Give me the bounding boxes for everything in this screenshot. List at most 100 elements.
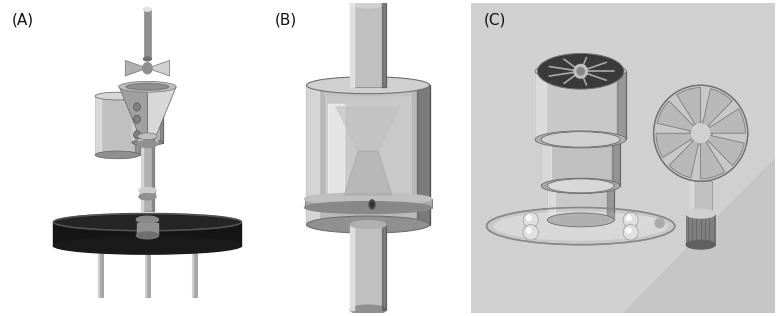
Polygon shape [669, 133, 700, 178]
Ellipse shape [136, 216, 158, 223]
Ellipse shape [351, 0, 386, 8]
Polygon shape [147, 60, 170, 76]
Ellipse shape [351, 305, 386, 314]
Bar [145, 249, 146, 297]
Bar [382, 225, 386, 310]
Bar [541, 139, 620, 186]
Ellipse shape [486, 208, 675, 245]
Text: (B): (B) [275, 12, 297, 27]
Bar [136, 96, 139, 155]
Ellipse shape [139, 134, 156, 139]
Ellipse shape [541, 178, 620, 194]
Ellipse shape [132, 105, 163, 112]
Ellipse shape [95, 92, 139, 100]
Bar [541, 139, 551, 186]
Bar [351, 3, 386, 87]
Circle shape [689, 121, 713, 145]
Polygon shape [337, 107, 400, 151]
Circle shape [143, 63, 152, 74]
Bar [617, 71, 626, 139]
Ellipse shape [143, 8, 151, 11]
Bar [98, 249, 99, 297]
Ellipse shape [494, 212, 668, 240]
Polygon shape [657, 101, 700, 133]
Bar [139, 189, 155, 197]
Bar [686, 214, 715, 245]
Circle shape [692, 124, 710, 143]
Bar [132, 108, 163, 143]
Ellipse shape [305, 193, 432, 205]
Ellipse shape [306, 216, 430, 233]
Ellipse shape [306, 77, 430, 94]
Bar [608, 186, 614, 220]
Ellipse shape [324, 89, 412, 100]
Circle shape [371, 202, 374, 207]
Circle shape [133, 115, 140, 123]
Bar [143, 9, 151, 59]
Polygon shape [700, 133, 744, 166]
Bar [152, 138, 154, 211]
Circle shape [523, 212, 538, 228]
Bar [141, 138, 154, 211]
Polygon shape [118, 87, 147, 136]
Circle shape [527, 228, 531, 233]
Bar [192, 249, 197, 297]
Ellipse shape [686, 240, 715, 249]
Bar [324, 94, 412, 208]
Ellipse shape [54, 237, 241, 254]
Circle shape [626, 228, 631, 233]
Polygon shape [677, 88, 700, 133]
Ellipse shape [538, 53, 624, 89]
Circle shape [527, 216, 531, 221]
Ellipse shape [535, 63, 626, 80]
Bar [141, 138, 143, 211]
Ellipse shape [351, 221, 386, 228]
Polygon shape [125, 60, 147, 76]
Bar [145, 249, 150, 297]
Ellipse shape [305, 202, 432, 214]
Bar [139, 135, 157, 144]
Bar [305, 199, 432, 208]
Polygon shape [344, 151, 392, 195]
Circle shape [369, 200, 375, 209]
Bar [382, 3, 386, 87]
Bar [306, 85, 430, 225]
Polygon shape [656, 133, 700, 158]
Ellipse shape [132, 139, 163, 146]
Bar [137, 223, 158, 235]
Ellipse shape [136, 232, 158, 239]
Polygon shape [700, 89, 732, 133]
Bar [535, 71, 546, 139]
Bar [329, 104, 344, 198]
Ellipse shape [139, 194, 156, 200]
Bar [98, 249, 103, 297]
Ellipse shape [547, 179, 614, 193]
Bar [95, 96, 139, 155]
Bar [351, 225, 386, 310]
Bar [547, 186, 555, 220]
Circle shape [655, 218, 664, 228]
Circle shape [623, 225, 638, 240]
Ellipse shape [324, 202, 412, 213]
Ellipse shape [57, 216, 238, 228]
Bar [351, 3, 354, 87]
Ellipse shape [138, 141, 157, 148]
Ellipse shape [126, 83, 169, 90]
Ellipse shape [139, 187, 156, 194]
Ellipse shape [686, 210, 715, 218]
Ellipse shape [143, 57, 151, 61]
Polygon shape [700, 133, 724, 179]
Bar [351, 225, 354, 310]
Circle shape [577, 68, 584, 75]
Ellipse shape [118, 81, 176, 92]
Bar [160, 108, 163, 143]
Bar [54, 222, 241, 246]
Bar [689, 181, 712, 214]
Ellipse shape [547, 213, 614, 227]
Ellipse shape [535, 131, 626, 148]
Circle shape [574, 64, 587, 78]
Ellipse shape [541, 132, 620, 147]
Circle shape [626, 216, 631, 221]
Circle shape [623, 212, 638, 228]
Bar [612, 139, 620, 186]
